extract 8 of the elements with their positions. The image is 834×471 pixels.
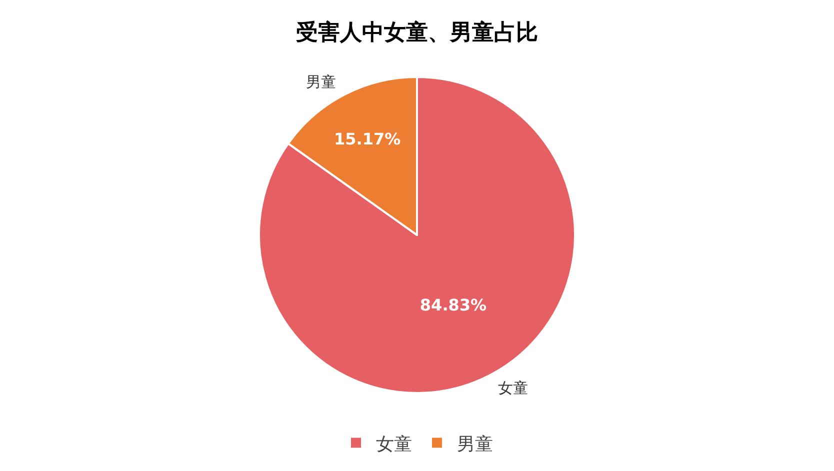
legend-label: 女童 (376, 434, 412, 455)
legend-label: 男童 (457, 434, 493, 455)
pie-slice (258, 76, 576, 394)
data-label: 84.83% (420, 296, 487, 315)
slice-label: 女童 (498, 379, 528, 397)
data-label: 15.17% (334, 129, 401, 148)
slice-label: 男童 (306, 73, 336, 91)
chart-title: 受害人中女童、男童占比 (296, 20, 538, 46)
